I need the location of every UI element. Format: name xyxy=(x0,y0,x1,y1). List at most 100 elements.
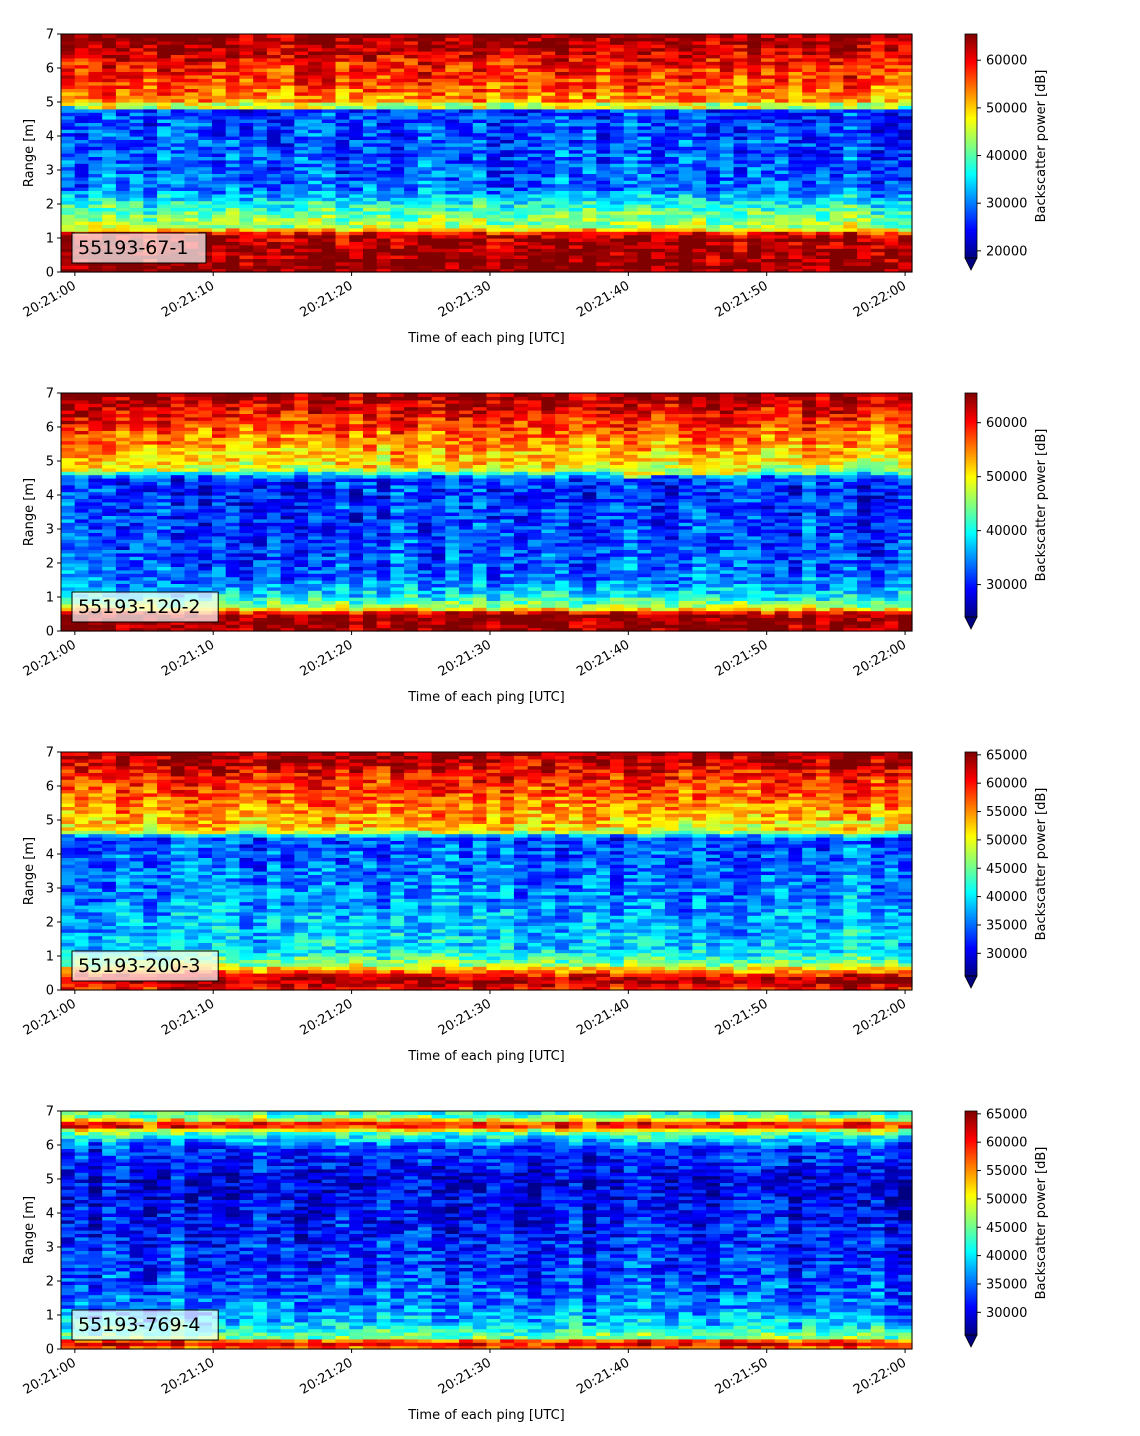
heatmap-cell xyxy=(170,95,186,100)
heatmap-cell xyxy=(253,180,268,185)
heatmap-cell xyxy=(74,268,90,273)
heatmap-cell xyxy=(280,227,295,232)
heatmap-cell xyxy=(88,149,103,154)
heatmap-cell xyxy=(898,193,913,198)
heatmap-cell xyxy=(802,200,817,205)
heatmap-cell xyxy=(596,261,611,266)
heatmap-cell xyxy=(129,416,144,421)
heatmap-cell xyxy=(500,37,515,42)
heatmap-cell xyxy=(61,447,76,452)
heatmap-cell xyxy=(555,255,570,259)
heatmap-cell xyxy=(459,227,474,232)
heatmap-cell xyxy=(129,399,144,404)
heatmap-cell xyxy=(815,265,831,270)
heatmap-cell xyxy=(211,268,227,273)
heatmap-cell xyxy=(362,105,378,110)
heatmap-cell xyxy=(74,210,90,215)
heatmap-cell xyxy=(239,248,254,253)
heatmap-cell xyxy=(61,176,76,181)
heatmap-cell xyxy=(376,54,392,59)
heatmap-cell xyxy=(253,119,268,123)
heatmap-cell xyxy=(280,265,295,270)
heatmap-cell xyxy=(664,129,680,134)
heatmap-cell xyxy=(143,142,158,147)
heatmap-cell xyxy=(857,153,872,157)
heatmap-cell xyxy=(843,258,858,263)
heatmap-cell xyxy=(788,40,803,45)
heatmap-cell xyxy=(266,105,282,110)
heatmap-cell xyxy=(253,244,268,249)
heatmap-cell xyxy=(527,139,543,144)
heatmap-cell xyxy=(582,200,597,205)
heatmap-cell xyxy=(459,78,474,83)
heatmap-cell xyxy=(115,183,131,188)
heatmap-cell xyxy=(74,91,90,96)
heatmap-cell xyxy=(788,248,803,253)
heatmap-cell xyxy=(788,102,803,106)
heatmap-cell xyxy=(747,214,762,219)
heatmap-cell xyxy=(623,91,639,96)
heatmap-cell xyxy=(651,193,666,198)
heatmap-cell xyxy=(239,40,254,45)
heatmap-cell xyxy=(541,71,556,76)
heatmap-cell xyxy=(596,34,611,38)
heatmap-cell xyxy=(692,197,707,202)
heatmap-cell xyxy=(211,207,227,212)
heatmap-cell xyxy=(335,91,350,96)
heatmap-cell xyxy=(74,227,90,232)
heatmap-cell xyxy=(555,119,570,123)
heatmap-cell xyxy=(815,204,831,208)
heatmap-cell xyxy=(74,471,90,476)
heatmap-cell xyxy=(280,64,295,69)
heatmap-cell xyxy=(555,139,570,144)
heatmap-cell xyxy=(637,251,652,256)
heatmap-cell xyxy=(884,142,899,147)
heatmap-cell xyxy=(294,85,309,89)
heatmap-cell xyxy=(308,193,323,198)
heatmap-cell xyxy=(761,193,776,198)
heatmap-cell xyxy=(404,149,419,154)
heatmap-cell xyxy=(184,268,199,273)
heatmap-cell xyxy=(253,187,268,191)
heatmap-cell xyxy=(568,136,584,140)
heatmap-cell xyxy=(610,248,625,253)
heatmap-cell xyxy=(623,102,639,106)
heatmap-cell xyxy=(472,231,488,236)
heatmap-cell xyxy=(129,156,144,161)
heatmap-cell xyxy=(623,64,639,69)
heatmap-cell xyxy=(486,95,501,100)
colorbar-segment xyxy=(965,82,977,85)
heatmap-cell xyxy=(61,105,76,110)
heatmap-cell xyxy=(692,238,707,242)
heatmap-cell xyxy=(651,163,666,168)
heatmap-cell xyxy=(692,265,707,270)
heatmap-cell xyxy=(733,61,748,66)
heatmap-cell xyxy=(376,159,392,164)
heatmap-cell xyxy=(431,190,446,195)
heatmap-cell xyxy=(486,74,501,79)
heatmap-cell xyxy=(486,64,501,69)
heatmap-cell xyxy=(74,57,90,62)
heatmap-cell xyxy=(706,149,721,154)
heatmap-cell xyxy=(115,146,131,151)
heatmap-cell xyxy=(266,44,282,49)
heatmap-cell xyxy=(115,221,131,225)
heatmap-cell xyxy=(513,108,529,113)
heatmap-cell xyxy=(884,85,899,89)
heatmap-cell xyxy=(802,142,817,147)
heatmap-cell xyxy=(308,159,323,164)
heatmap-cell xyxy=(898,190,913,195)
heatmap-cell xyxy=(225,251,241,256)
heatmap-cell xyxy=(843,265,858,270)
heatmap-cell xyxy=(294,78,309,83)
heatmap-cell xyxy=(102,478,117,482)
heatmap-cell xyxy=(870,166,886,171)
heatmap-cell xyxy=(198,61,213,66)
colorbar-segment xyxy=(965,62,977,65)
heatmap-cell xyxy=(898,231,913,236)
heatmap-cell xyxy=(555,231,570,236)
heatmap-cell xyxy=(678,173,693,178)
heatmap-cell xyxy=(541,129,556,134)
heatmap-cell xyxy=(321,207,337,212)
heatmap-cell xyxy=(143,433,158,438)
